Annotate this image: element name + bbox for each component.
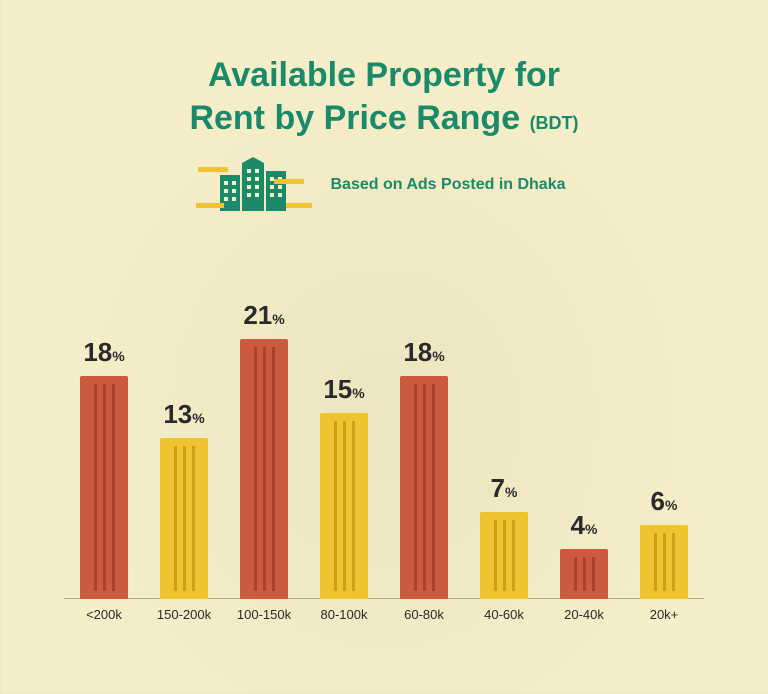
bar-group: 13%150-200k	[160, 438, 208, 599]
bar-stripes	[160, 446, 208, 591]
bar-category-label: <200k	[64, 607, 144, 622]
title-line-2: Rent by Price Range	[189, 99, 520, 137]
bar-value-label: 18%	[80, 337, 128, 368]
title-suffix: (BDT)	[530, 113, 579, 133]
bar-category-label: 150-200k	[144, 607, 224, 622]
subtitle-text: Based on Ads Posted in Dhaka	[330, 176, 565, 194]
page-title: Available Property for Rent by Price Ran…	[0, 54, 768, 139]
crane-bar	[274, 179, 304, 184]
rent-price-bar-chart: 18%<200k13%150-200k21%100-150k15%80-100k…	[64, 273, 704, 633]
bar-group: 15%80-100k	[320, 413, 368, 599]
bar-group: 6%20k+	[640, 525, 688, 599]
bar-stripes	[640, 533, 688, 591]
title-line-1: Available Property for	[208, 56, 560, 94]
bar-group: 18%<200k	[80, 376, 128, 599]
bar-stripes	[480, 520, 528, 591]
crane-bar	[196, 203, 224, 208]
subtitle-row: Based on Ads Posted in Dhaka	[0, 157, 768, 213]
bar-value-label: 7%	[480, 473, 528, 504]
content: Available Property for Rent by Price Ran…	[0, 0, 768, 633]
bar-value-label: 15%	[320, 374, 368, 405]
bar-stripes	[400, 384, 448, 591]
bar-stripes	[80, 384, 128, 591]
bar-category-label: 40-60k	[464, 607, 544, 622]
bar-group: 21%100-150k	[240, 339, 288, 599]
bar-value-label: 6%	[640, 486, 688, 517]
crane-bar	[198, 167, 228, 172]
bar-stripes	[320, 421, 368, 591]
bar-value-label: 13%	[160, 399, 208, 430]
bar-category-label: 20k+	[624, 607, 704, 622]
bar-stripes	[560, 557, 608, 591]
bar-value-label: 18%	[400, 337, 448, 368]
bar-value-label: 4%	[560, 510, 608, 541]
bar-group: 4%20-40k	[560, 549, 608, 599]
bar-category-label: 60-80k	[384, 607, 464, 622]
bar-group: 18%60-80k	[400, 376, 448, 599]
crane-bar	[286, 203, 312, 208]
bar-value-label: 21%	[240, 300, 288, 331]
bar-category-label: 80-100k	[304, 607, 384, 622]
bar-category-label: 100-150k	[224, 607, 304, 622]
buildings-icon	[202, 157, 312, 213]
bar-group: 7%40-60k	[480, 512, 528, 599]
bar-stripes	[240, 347, 288, 591]
bar-category-label: 20-40k	[544, 607, 624, 622]
